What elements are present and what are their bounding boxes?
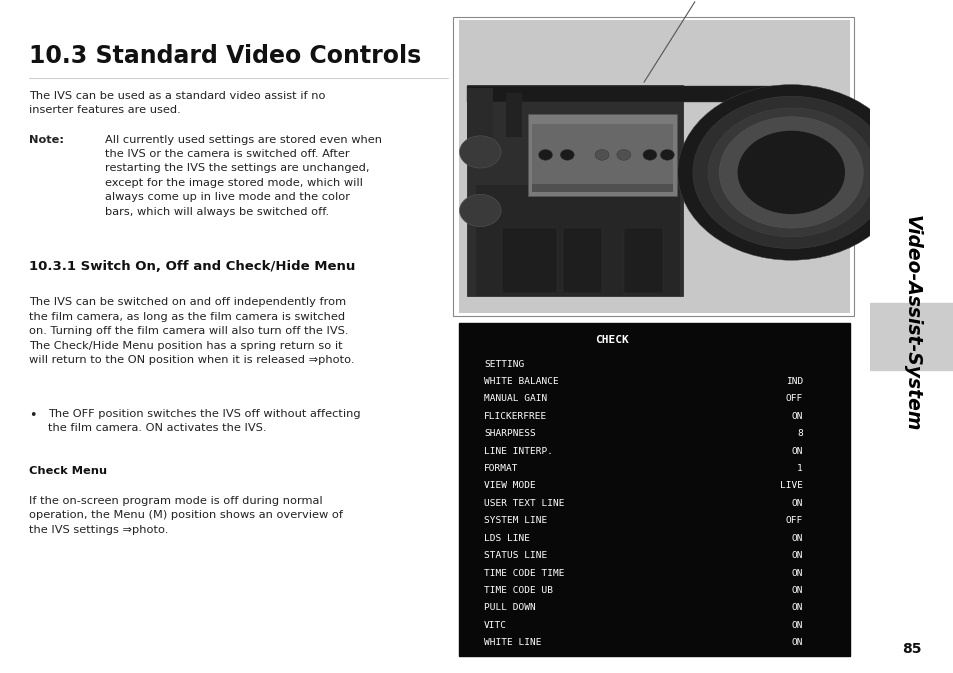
Text: FLICKERFREE: FLICKERFREE xyxy=(483,412,547,421)
Text: VITC: VITC xyxy=(483,621,506,630)
Text: 8: 8 xyxy=(797,429,802,438)
Text: LIVE: LIVE xyxy=(780,481,802,491)
FancyBboxPatch shape xyxy=(467,87,492,152)
Text: WHITE BALANCE: WHITE BALANCE xyxy=(483,377,558,386)
Text: FORMAT: FORMAT xyxy=(483,464,517,473)
Text: TIME CODE TIME: TIME CODE TIME xyxy=(483,569,564,577)
FancyBboxPatch shape xyxy=(458,20,849,313)
FancyBboxPatch shape xyxy=(467,85,681,296)
Text: The IVS can be switched on and off independently from
the film camera, as long a: The IVS can be switched on and off indep… xyxy=(29,297,354,365)
Text: OFF: OFF xyxy=(785,516,802,526)
Text: MANUAL GAIN: MANUAL GAIN xyxy=(483,394,547,403)
Text: VIEW MODE: VIEW MODE xyxy=(483,481,536,491)
Text: 10.3.1 Switch On, Off and Check/Hide Menu: 10.3.1 Switch On, Off and Check/Hide Men… xyxy=(29,260,355,273)
Text: OFF: OFF xyxy=(785,394,802,403)
Text: 85: 85 xyxy=(902,643,921,656)
Text: All currently used settings are stored even when
the IVS or the camera is switch: All currently used settings are stored e… xyxy=(105,135,382,217)
Circle shape xyxy=(707,108,874,237)
Circle shape xyxy=(459,194,500,227)
FancyBboxPatch shape xyxy=(476,185,679,296)
FancyBboxPatch shape xyxy=(453,17,853,316)
Text: PULL DOWN: PULL DOWN xyxy=(483,604,536,612)
Bar xyxy=(869,303,953,370)
Text: SHARPNESS: SHARPNESS xyxy=(483,429,536,438)
Text: 1: 1 xyxy=(797,464,802,473)
Text: ON: ON xyxy=(791,499,802,508)
Text: STATUS LINE: STATUS LINE xyxy=(483,551,547,560)
Text: ON: ON xyxy=(791,534,802,542)
Text: ON: ON xyxy=(791,569,802,577)
Circle shape xyxy=(642,149,657,160)
Text: 10.3 Standard Video Controls: 10.3 Standard Video Controls xyxy=(29,44,420,68)
Text: Note:: Note: xyxy=(29,135,64,145)
FancyBboxPatch shape xyxy=(532,184,672,192)
Text: The OFF position switches the IVS off without affecting
the film camera. ON acti: The OFF position switches the IVS off wi… xyxy=(48,409,360,433)
Text: The IVS can be used as a standard video assist if no
inserter features are used.: The IVS can be used as a standard video … xyxy=(29,91,325,115)
Circle shape xyxy=(738,131,843,213)
Text: Check Menu: Check Menu xyxy=(29,466,107,476)
Circle shape xyxy=(677,85,903,260)
Text: SETTING: SETTING xyxy=(483,359,523,369)
Text: IND: IND xyxy=(785,377,802,386)
Circle shape xyxy=(617,149,630,160)
Text: switch: switch xyxy=(643,0,718,82)
FancyBboxPatch shape xyxy=(532,124,672,189)
FancyBboxPatch shape xyxy=(562,228,601,293)
Circle shape xyxy=(595,149,608,160)
Text: ON: ON xyxy=(791,412,802,421)
Circle shape xyxy=(726,122,855,222)
Text: CHECK: CHECK xyxy=(595,335,629,345)
FancyBboxPatch shape xyxy=(501,228,557,293)
Text: ON: ON xyxy=(791,604,802,612)
Text: ON: ON xyxy=(791,551,802,560)
Circle shape xyxy=(719,117,862,228)
Text: TIME CODE UB: TIME CODE UB xyxy=(483,586,553,595)
Text: •: • xyxy=(29,409,36,421)
Text: USER TEXT LINE: USER TEXT LINE xyxy=(483,499,564,508)
Text: ON: ON xyxy=(791,447,802,456)
FancyBboxPatch shape xyxy=(467,86,772,102)
FancyBboxPatch shape xyxy=(528,114,677,196)
Text: ON: ON xyxy=(791,638,802,647)
Text: Video-Assist-System: Video-Assist-System xyxy=(902,215,921,431)
Circle shape xyxy=(745,137,836,207)
Text: ON: ON xyxy=(791,621,802,630)
Text: WHITE LINE: WHITE LINE xyxy=(483,638,541,647)
Circle shape xyxy=(459,136,500,168)
FancyBboxPatch shape xyxy=(458,20,849,313)
FancyBboxPatch shape xyxy=(458,323,849,656)
FancyBboxPatch shape xyxy=(623,228,662,293)
Text: LDS LINE: LDS LINE xyxy=(483,534,530,542)
Text: If the on-screen program mode is off during normal
operation, the Menu (M) posit: If the on-screen program mode is off dur… xyxy=(29,496,342,535)
Circle shape xyxy=(692,96,889,248)
Text: LINE INTERP.: LINE INTERP. xyxy=(483,447,553,456)
Text: SYSTEM LINE: SYSTEM LINE xyxy=(483,516,547,526)
Text: ON: ON xyxy=(791,586,802,595)
Circle shape xyxy=(538,149,552,160)
Circle shape xyxy=(659,149,674,160)
FancyBboxPatch shape xyxy=(506,94,521,137)
Circle shape xyxy=(559,149,574,160)
